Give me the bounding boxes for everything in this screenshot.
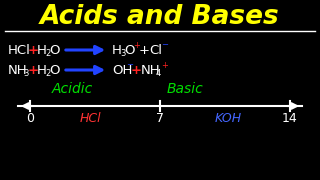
Text: 2: 2 — [45, 48, 50, 57]
Text: +: + — [28, 44, 39, 57]
Text: 3: 3 — [120, 48, 125, 57]
Text: +: + — [139, 44, 150, 57]
Text: +: + — [161, 60, 168, 69]
Text: H: H — [37, 44, 47, 57]
Text: 0: 0 — [26, 112, 34, 125]
Text: NH: NH — [8, 64, 28, 76]
Text: H: H — [37, 64, 47, 76]
Text: Cl: Cl — [149, 44, 162, 57]
Text: 3: 3 — [23, 69, 28, 78]
Text: O: O — [124, 44, 134, 57]
Text: OH: OH — [112, 64, 132, 76]
Text: 14: 14 — [282, 112, 298, 125]
Text: Basic: Basic — [167, 82, 204, 96]
Text: O: O — [49, 44, 60, 57]
Text: +: + — [133, 40, 140, 50]
Text: H: H — [112, 44, 122, 57]
Text: +: + — [131, 64, 142, 76]
Text: +: + — [28, 64, 39, 76]
Text: 7: 7 — [156, 112, 164, 125]
Text: O: O — [49, 64, 60, 76]
Text: 4: 4 — [156, 69, 161, 78]
Text: Acids and Bases: Acids and Bases — [40, 4, 280, 30]
Text: −: − — [161, 40, 168, 50]
Text: KOH: KOH — [214, 112, 242, 125]
Text: NH: NH — [141, 64, 161, 76]
Text: Acidic: Acidic — [52, 82, 92, 96]
Text: HCl: HCl — [8, 44, 31, 57]
Text: HCl: HCl — [79, 112, 101, 125]
Text: 2: 2 — [45, 69, 50, 78]
Text: −: − — [126, 60, 133, 69]
